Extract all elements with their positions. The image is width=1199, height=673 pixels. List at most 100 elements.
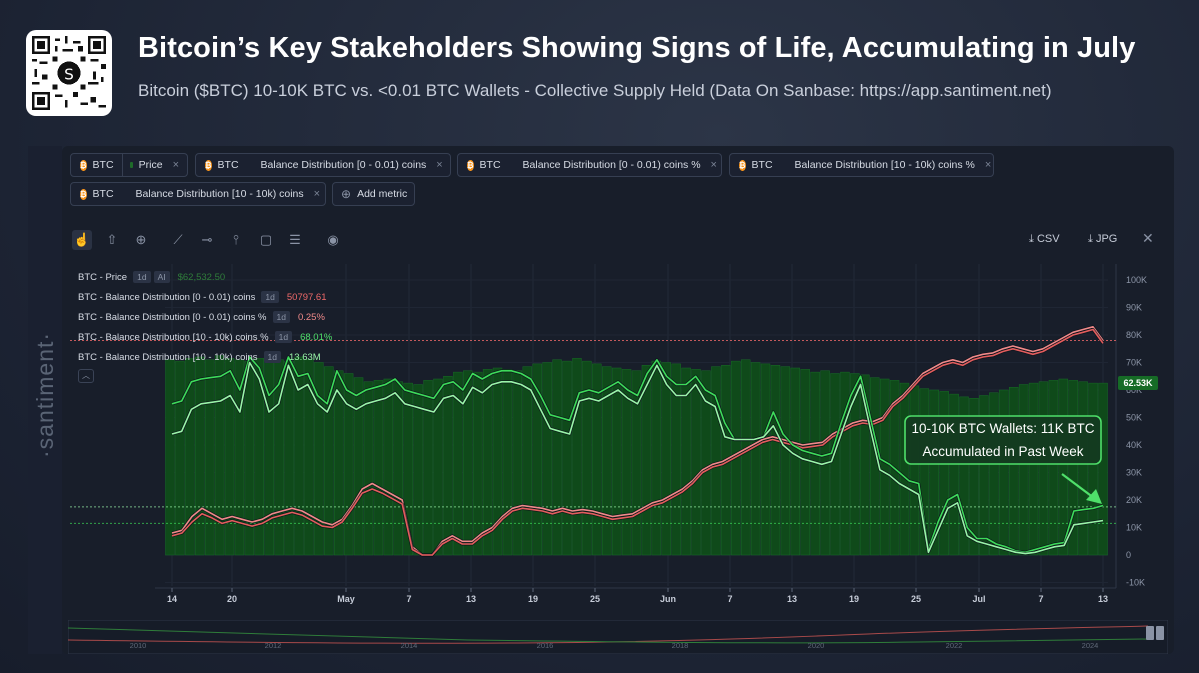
price-bar (1078, 381, 1088, 556)
bitcoin-icon: ₿ (467, 159, 474, 171)
y-tick-label: 0 (1126, 550, 1131, 560)
chip-balance-large-pct[interactable]: ₿ BTC Balance Distribution [10 - 10k) co… (729, 153, 994, 177)
y-tick-label: 80K (1126, 330, 1142, 340)
price-bar (661, 362, 671, 556)
price-bar (185, 358, 195, 556)
page-title: Bitcoin’s Key Stakeholders Showing Signs… (138, 32, 1136, 64)
price-bar (760, 363, 771, 556)
legend-row-balance-small: BTC - Balance Distribution [0 - 0.01) co… (78, 291, 327, 303)
chip-asset: BTC (92, 159, 114, 171)
price-bar (522, 366, 533, 556)
price-bar (562, 360, 572, 556)
x-tick-label: 7 (727, 594, 732, 604)
x-tick-label: 25 (590, 594, 600, 604)
price-bar (532, 363, 542, 556)
navigator-line-green (68, 627, 1149, 644)
legend-label: BTC - Balance Distribution [10 - 10k) co… (78, 331, 269, 343)
close-icon[interactable]: × (172, 159, 179, 171)
vertical-line-icon[interactable]: ⫯ (233, 232, 239, 247)
y-tick-label: 100K (1126, 275, 1147, 285)
csv-download-button[interactable]: ⤓ CSV (1029, 233, 1060, 246)
price-bar (373, 380, 384, 556)
price-bar (363, 381, 374, 556)
add-metric-button[interactable]: ⊕ Add metric (332, 182, 415, 206)
price-bar (1018, 384, 1029, 556)
price-bar (1008, 387, 1019, 556)
series-line (171, 361, 1104, 555)
jpg-download-button[interactable]: ⤓ JPG (1088, 233, 1117, 246)
legend-label: BTC - Price (78, 271, 128, 283)
plus-circle-icon: ⊕ (341, 187, 352, 201)
price-bar (750, 362, 761, 556)
x-tick-label: Jun (660, 594, 676, 604)
series-line (171, 325, 1104, 556)
price-bar (899, 382, 910, 556)
chip-asset: BTC (751, 159, 773, 171)
price-bar (175, 360, 185, 556)
close-icon[interactable]: × (984, 159, 992, 171)
navigator-line-red (68, 625, 1149, 644)
price-bar (443, 376, 453, 556)
x-tick-label: 20 (227, 594, 237, 604)
price-bar (472, 371, 483, 556)
chip-btc-price[interactable]: ₿ BTC Price × (70, 153, 188, 177)
price-bar (393, 381, 403, 556)
navigator-bg (68, 620, 1168, 654)
y-tick-label: 30K (1126, 468, 1142, 478)
close-icon[interactable]: × (436, 159, 443, 171)
bitcoin-icon: ₿ (205, 159, 212, 171)
price-bar (353, 377, 364, 556)
y-tick-label: 40K (1126, 440, 1142, 450)
download-icon: ⤓ (1029, 233, 1034, 245)
timeline-navigator[interactable]: 2010 2012 2014 2016 2018 2020 2022 2024 (68, 620, 1168, 654)
pointer-icon[interactable]: ☝ (72, 230, 92, 250)
chip-balance-large[interactable]: ₿ BTC Balance Distribution [10 - 10k) co… (70, 182, 326, 206)
fib-lines-icon[interactable]: ☰ (289, 232, 301, 247)
price-bar (621, 369, 632, 556)
price-bar (165, 359, 175, 556)
legend-label: BTC - Balance Distribution [0 - 0.01) co… (78, 291, 256, 303)
price-bar (919, 388, 930, 556)
qr-logo-letter: S (64, 65, 74, 83)
download-icon: ⤓ (1088, 233, 1093, 245)
price-bar (383, 378, 394, 556)
horizontal-line-icon[interactable]: ⊸ (201, 232, 213, 247)
legend-row-balance-small-pct: BTC - Balance Distribution [0 - 0.01) co… (78, 311, 325, 323)
chip-label: Balance Distribution [10 - 10k) coins (135, 188, 304, 200)
annotation-arrow-shaft (1061, 473, 1095, 499)
price-bar (909, 385, 920, 556)
y-tick-label: -10K (1126, 578, 1145, 588)
price-bar (701, 370, 711, 556)
bitcoin-icon: ₿ (80, 159, 87, 171)
price-bar (1068, 380, 1078, 556)
chip-balance-small[interactable]: ₿ BTC Balance Distribution [0 - 0.01) co… (195, 153, 451, 177)
x-tick-label: 25 (911, 594, 921, 604)
price-bar (1038, 381, 1049, 556)
legend-value: 50797.61 (286, 291, 327, 303)
price-bar (512, 370, 523, 556)
annotation-text-line1: 10-10K BTC Wallets: 11K BTC (911, 421, 1094, 436)
price-bar (284, 360, 294, 556)
arrow-up-icon[interactable]: ⇧ (106, 232, 118, 247)
rectangle-icon[interactable]: ▢ (259, 232, 273, 247)
price-bar (651, 360, 662, 556)
eye-icon[interactable]: ◉ (327, 232, 339, 247)
interval-tag: 1d (133, 271, 151, 283)
collapse-legend-button[interactable]: ︿ (78, 369, 94, 383)
price-bar (949, 393, 959, 556)
trend-line-icon[interactable]: ⟋ (173, 232, 183, 247)
chip-balance-small-pct[interactable]: ₿ BTC Balance Distribution [0 - 0.01) co… (457, 153, 722, 177)
zoom-icon[interactable]: ⊕ (135, 232, 147, 247)
close-chart-icon[interactable]: ✕ (1142, 230, 1154, 246)
legend-label: BTC - Balance Distribution [10 - 10k) co… (78, 351, 258, 363)
price-bar (681, 367, 691, 556)
price-bar (552, 359, 562, 556)
x-tick-label: 19 (528, 594, 538, 604)
interval-tag: 1d (263, 351, 281, 363)
legend-value: 68.01% (300, 331, 333, 343)
price-bar (294, 356, 304, 556)
y-tick-label: 20K (1126, 495, 1142, 505)
x-tick-label: 7 (406, 594, 411, 604)
close-icon[interactable]: × (710, 159, 717, 171)
close-icon[interactable]: × (313, 188, 321, 200)
